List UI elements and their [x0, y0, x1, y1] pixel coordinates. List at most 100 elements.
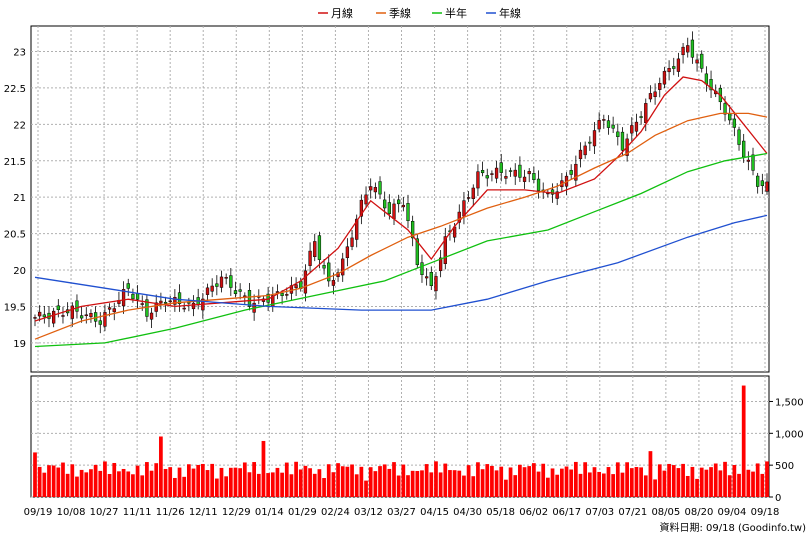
volume-bar [746, 469, 751, 497]
volume-bar [532, 463, 536, 497]
candlestick [471, 184, 475, 207]
x-tick-label: 09/04 [718, 507, 747, 518]
candle-body-down [383, 199, 387, 209]
volume-bar [294, 461, 298, 497]
candlestick [238, 283, 242, 300]
volume-bar [345, 466, 350, 497]
volume-bar [657, 464, 662, 497]
volume-bar [149, 470, 154, 497]
candlestick [742, 133, 746, 163]
volume-bar [737, 473, 741, 497]
candlestick [644, 98, 648, 132]
candle-body-up [522, 176, 527, 182]
volume-bar [504, 479, 508, 497]
candle-body-up [308, 250, 312, 266]
candlestick [424, 268, 429, 286]
volume-bar [685, 475, 690, 497]
volume-bar [471, 476, 476, 497]
candlestick [215, 275, 219, 296]
candlestick [210, 278, 214, 298]
volume-bar [751, 471, 755, 497]
price-tick-label: 22.5 [4, 84, 26, 95]
candle-body-down [611, 124, 615, 129]
candlestick [350, 229, 354, 251]
candlestick [182, 302, 186, 313]
candlestick [494, 160, 499, 184]
volume-bar [629, 468, 634, 497]
x-tick-label: 01/29 [288, 507, 317, 518]
candlestick [578, 142, 583, 168]
candle-body-up [341, 258, 345, 276]
candlestick [434, 272, 438, 300]
candle-body-up [359, 199, 364, 217]
candle-body-down [247, 290, 252, 307]
candle-body-up [634, 121, 639, 132]
candle-body-down [406, 203, 410, 221]
volume-bar [639, 467, 643, 497]
volume-bar [191, 468, 196, 497]
candlestick [308, 242, 312, 274]
candlestick [224, 273, 228, 285]
candle-body-down [322, 265, 326, 269]
volume-bar [200, 463, 205, 497]
candle-body-down [215, 283, 219, 287]
volume-bar [448, 470, 452, 497]
candlestick [532, 166, 536, 183]
volume-bar [233, 467, 238, 497]
candle-body-up [457, 211, 461, 223]
x-tick-label: 07/21 [618, 507, 647, 518]
candle-body-up [676, 58, 681, 72]
volume-tick-label: 1,500 [775, 397, 804, 408]
volume-bar [196, 464, 201, 497]
candle-body-up [630, 125, 634, 134]
candle-body-up [695, 59, 699, 64]
volume-bar [168, 467, 173, 497]
candle-body-up [462, 200, 466, 217]
candle-body-down [616, 131, 620, 137]
candlestick [457, 204, 461, 230]
candlestick [89, 309, 93, 323]
candle-body-down [723, 103, 727, 115]
moving-average-line [34, 76, 768, 322]
candlestick [420, 254, 424, 283]
x-tick-label: 12/29 [222, 507, 251, 518]
volume-bar [89, 469, 93, 497]
candlestick [686, 37, 690, 58]
volume-bar [611, 474, 616, 497]
candle-body-down [550, 189, 555, 195]
candle-body-down [378, 181, 382, 195]
volume-bar [634, 467, 639, 497]
volume-bar [410, 470, 415, 497]
candlestick [285, 287, 289, 300]
candlestick [345, 238, 350, 267]
volume-bar [406, 475, 410, 497]
volume-bar [541, 463, 546, 497]
candlestick [513, 163, 517, 185]
candlestick [373, 182, 378, 199]
candlestick [737, 126, 741, 151]
candlestick [52, 307, 56, 328]
x-tick-label: 04/15 [420, 507, 449, 518]
x-tick-label: 08/05 [651, 507, 680, 518]
volume-bar [37, 466, 42, 497]
volume-bar [79, 469, 84, 497]
volume-bar [466, 465, 471, 497]
volume-bar [308, 468, 312, 497]
volume-bar [140, 475, 145, 497]
candle-body-up [89, 312, 93, 318]
x-tick-label: 11/26 [156, 507, 185, 518]
candle-body-up [494, 167, 499, 179]
candle-body-down [280, 292, 284, 296]
candlestick [429, 266, 433, 290]
volume-bar [718, 470, 723, 497]
volume-bar [536, 471, 541, 497]
volume-bar [699, 467, 704, 497]
volume-bar [564, 466, 569, 497]
volume-bar [336, 463, 340, 497]
candlestick [112, 302, 116, 321]
candlestick [369, 178, 373, 199]
volume-bar [555, 474, 560, 497]
candlestick [597, 112, 601, 133]
volume-bar [578, 473, 583, 497]
